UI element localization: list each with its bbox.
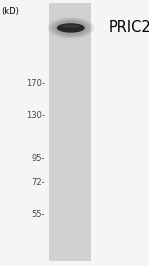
Text: 170-: 170- bbox=[26, 79, 45, 88]
Text: 130-: 130- bbox=[26, 111, 45, 120]
Ellipse shape bbox=[62, 24, 80, 28]
Ellipse shape bbox=[54, 21, 87, 35]
Bar bbox=[49, 3, 91, 261]
Ellipse shape bbox=[48, 18, 94, 38]
Ellipse shape bbox=[57, 23, 85, 33]
Text: 95-: 95- bbox=[31, 154, 45, 163]
Text: PRIC285: PRIC285 bbox=[109, 20, 149, 35]
Text: 55-: 55- bbox=[31, 210, 45, 219]
Text: (kD): (kD) bbox=[1, 7, 19, 16]
Ellipse shape bbox=[51, 19, 90, 37]
Text: 72-: 72- bbox=[31, 178, 45, 187]
